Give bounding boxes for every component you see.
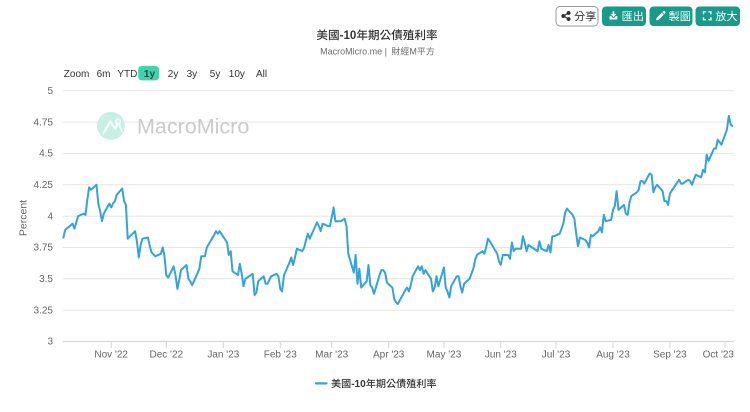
svg-text:Jul '23: Jul '23 — [542, 350, 571, 361]
svg-text:4.75: 4.75 — [34, 117, 54, 128]
svg-text:4.25: 4.25 — [34, 180, 54, 191]
svg-text:4.5: 4.5 — [39, 149, 53, 160]
svg-text:5y: 5y — [210, 69, 221, 80]
svg-text:Jan '23: Jan '23 — [207, 350, 239, 361]
svg-text:3.75: 3.75 — [34, 243, 54, 254]
svg-text:5: 5 — [47, 86, 53, 97]
svg-text:2y: 2y — [168, 69, 179, 80]
svg-text:Dec '22: Dec '22 — [150, 350, 184, 361]
svg-text:Aug '23: Aug '23 — [596, 350, 630, 361]
svg-text:May '23: May '23 — [427, 350, 462, 361]
svg-text:Apr '23: Apr '23 — [373, 350, 405, 361]
svg-text:10y: 10y — [229, 69, 245, 80]
svg-text:3: 3 — [47, 337, 53, 348]
svg-text:6m: 6m — [97, 69, 111, 80]
svg-text:YTD: YTD — [117, 69, 137, 80]
svg-text:MacroMicro.me |: MacroMicro.me | — [320, 47, 387, 57]
svg-text:Oct '23: Oct '23 — [703, 350, 735, 361]
svg-text:M: M — [409, 47, 417, 57]
svg-text:3.25: 3.25 — [34, 305, 54, 316]
svg-text:Zoom: Zoom — [64, 69, 90, 80]
svg-text:-10: -10 — [351, 379, 366, 390]
svg-text:Percent: Percent — [18, 200, 30, 236]
svg-text:Feb '23: Feb '23 — [264, 350, 297, 361]
svg-text:3y: 3y — [187, 69, 198, 80]
svg-text:3.5: 3.5 — [39, 274, 53, 285]
svg-text:MacroMicro: MacroMicro — [137, 115, 249, 139]
svg-text:Sep '23: Sep '23 — [653, 350, 687, 361]
svg-text:-10: -10 — [340, 29, 357, 42]
svg-text:Mar '23: Mar '23 — [315, 350, 348, 361]
svg-text:Nov '22: Nov '22 — [94, 350, 128, 361]
svg-text:Jun '23: Jun '23 — [485, 350, 517, 361]
svg-text:4: 4 — [47, 211, 53, 222]
svg-text:All: All — [256, 69, 267, 80]
svg-text:1y: 1y — [144, 69, 156, 80]
